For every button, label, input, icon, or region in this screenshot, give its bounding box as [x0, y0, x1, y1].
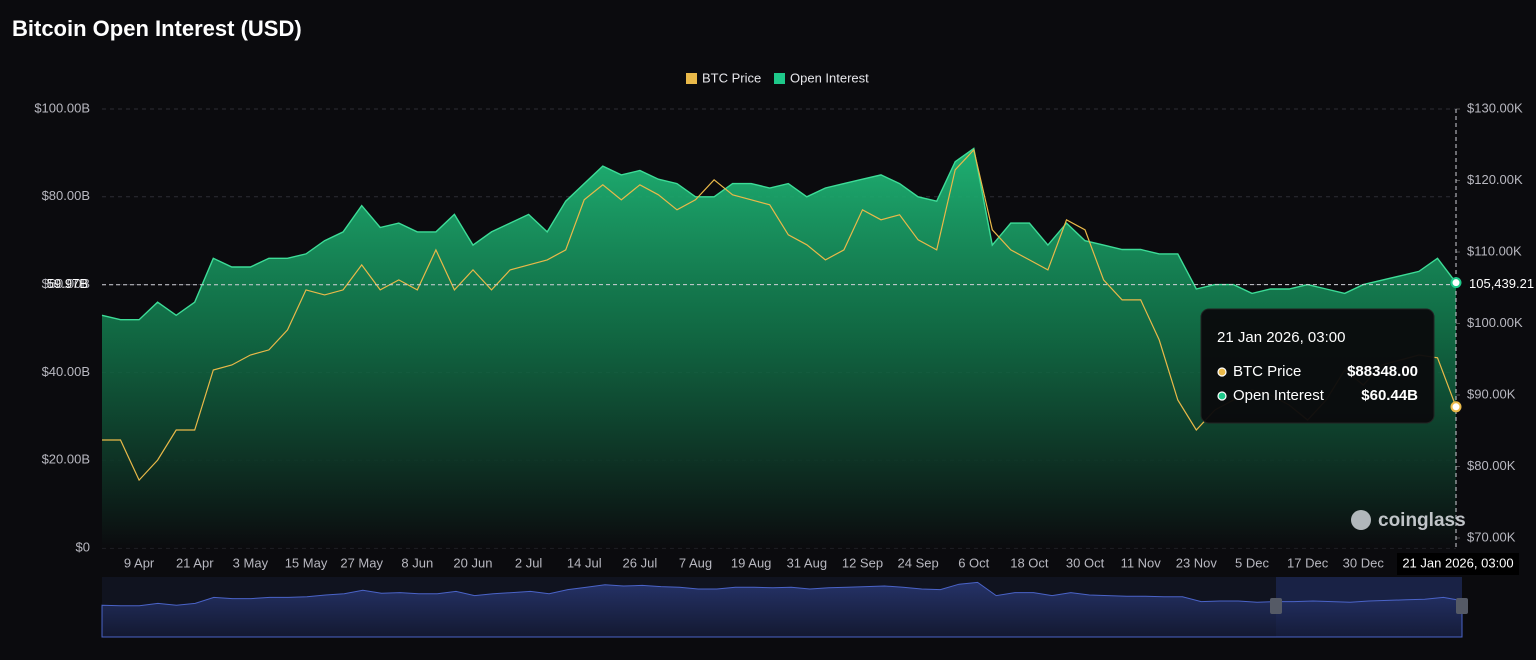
x-tick-label: 14 Jul	[567, 555, 602, 570]
x-tick-label: 9 Apr	[124, 555, 155, 570]
tooltip-dot	[1217, 367, 1227, 377]
x-tick-label: 19 Aug	[731, 555, 772, 570]
y2-tick-label: $70.00K	[1467, 529, 1516, 544]
legend-label[interactable]: Open Interest	[790, 70, 869, 85]
watermark-icon	[1351, 510, 1371, 530]
y2-tick-label: $100.00K	[1467, 315, 1523, 330]
x-tick-label: 15 May	[285, 555, 328, 570]
crosshair-y2-label: 105,439.21	[1469, 276, 1534, 291]
x-tick-label: 24 Sep	[898, 555, 939, 570]
legend-label[interactable]: BTC Price	[702, 70, 761, 85]
hover-point	[1450, 277, 1462, 289]
legend-swatch[interactable]	[774, 73, 785, 84]
x-tick-label: 20 Jun	[453, 555, 492, 570]
y-tick-label: $60.00B	[42, 276, 90, 291]
tooltip-value: $60.44B	[1361, 387, 1418, 404]
y2-tick-label: $80.00K	[1467, 458, 1516, 473]
tooltip: 21 Jan 2026, 03:00 BTC Price $88348.00 Open…	[1200, 308, 1435, 424]
navigator-handle[interactable]	[1456, 598, 1468, 614]
tooltip-value: $88348.00	[1347, 363, 1418, 380]
y2-tick-label: $90.00K	[1467, 386, 1516, 401]
x-tick-label: 27 May	[340, 555, 383, 570]
y2-tick-label: $110.00K	[1467, 243, 1522, 258]
x-tick-label: 2 Jul	[515, 555, 543, 570]
chart-title: Bitcoin Open Interest (USD)	[12, 16, 302, 41]
x-tick-label: 21 Apr	[176, 555, 214, 570]
x-tick-label: 30 Oct	[1066, 555, 1105, 570]
y2-tick-label: $130.00K	[1467, 100, 1523, 115]
x-tick-label: 7 Aug	[679, 555, 712, 570]
crosshair-x-box	[1397, 553, 1519, 575]
tooltip-name: Open Interest	[1233, 387, 1325, 404]
tooltip-box	[1200, 308, 1435, 424]
x-tick-label: 3 May	[233, 555, 269, 570]
tooltip-dot	[1217, 391, 1227, 401]
x-tick-label: 17 Dec	[1287, 555, 1329, 570]
hover-point	[1450, 401, 1462, 413]
y-tick-label: $100.00B	[34, 100, 90, 115]
y-tick-label: $0	[76, 539, 90, 554]
y-tick-label: $20.00B	[42, 452, 90, 467]
y-tick-label: $40.00B	[42, 364, 90, 379]
x-tick-label: 6 Oct	[958, 555, 989, 570]
crosshair-x-label: 21 Jan 2026, 03:00	[1402, 555, 1513, 570]
x-tick-label: 31 Aug	[787, 555, 828, 570]
x-tick-label: 23 Nov	[1176, 555, 1218, 570]
area	[102, 148, 1456, 548]
plot: $0 $20.00B $40.00B $60.00B $80.00B $100.00B $7…	[34, 70, 1534, 638]
x-tick-label: 12 Sep	[842, 555, 883, 570]
legend-swatch[interactable]	[686, 73, 697, 84]
tooltip-name: BTC Price	[1233, 363, 1301, 380]
y2-tick-label: $120.00K	[1467, 172, 1523, 187]
watermark: coinglass	[1378, 510, 1466, 531]
tooltip-title: 21 Jan 2026, 03:00	[1217, 329, 1345, 346]
y-tick-label: $80.00B	[42, 188, 90, 203]
x-tick-label: 8 Jun	[401, 555, 433, 570]
x-tick-label: 18 Oct	[1010, 555, 1049, 570]
crosshair-y-label: 59.97B	[47, 276, 88, 291]
navigator-handle[interactable]	[1270, 598, 1282, 614]
x-tick-label: 30 Dec	[1343, 555, 1385, 570]
x-tick-label: 11 Nov	[1121, 555, 1162, 570]
x-tick-label: 5 Dec	[1235, 555, 1269, 570]
x-tick-label: 26 Jul	[623, 555, 658, 570]
